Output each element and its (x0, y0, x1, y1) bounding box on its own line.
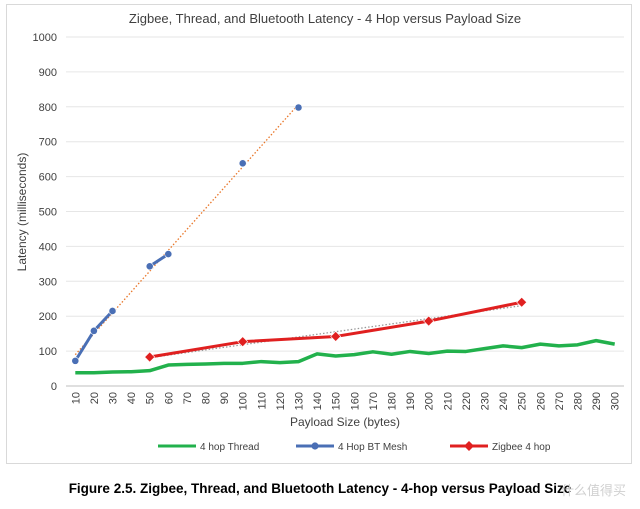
x-tick-label: 180 (387, 392, 399, 410)
x-tick-label: 260 (535, 392, 547, 410)
y-axis-label: Latency (milliseconds) (15, 153, 29, 272)
series-line (75, 338, 616, 375)
data-point (108, 307, 117, 315)
x-tick-label: 100 (238, 392, 250, 410)
x-tick-label: 140 (312, 392, 324, 410)
x-axis-label: Payload Size (bytes) (290, 415, 400, 429)
x-axis-ticks: 10 20 30 40 50 60 70 80 90 100 110 120 130 140 150 160 1… (70, 392, 621, 410)
legend-marker (311, 442, 319, 450)
y-axis-ticks: 0 100 200 300 400 500 600 700 800 900 1000 (33, 32, 57, 393)
x-tick-label: 70 (182, 392, 194, 404)
x-tick-label: 60 (163, 392, 175, 404)
x-tick-label: 90 (219, 392, 231, 404)
chart-title: Zigbee, Thread, and Bluetooth Latency - … (129, 11, 521, 26)
data-point (71, 356, 80, 365)
y-tick-label: 600 (39, 172, 57, 184)
legend-label: Zigbee 4 hop (492, 442, 551, 453)
x-tick-label: 240 (498, 392, 510, 410)
data-point (144, 351, 156, 363)
y-tick-label: 900 (39, 67, 57, 79)
data-point (145, 262, 154, 271)
x-tick-label: 20 (89, 392, 101, 404)
x-tick-label: 10 (70, 392, 82, 404)
y-tick-label: 1000 (33, 32, 57, 44)
data-point (238, 159, 247, 168)
data-point (237, 336, 249, 348)
chart-frame (6, 4, 632, 464)
legend: 4 hop Thread 4 Hop BT Mesh Zigbee 4 hop (158, 441, 551, 453)
y-tick-label: 0 (51, 381, 57, 393)
x-tick-label: 250 (517, 392, 529, 410)
data-point (294, 103, 303, 112)
y-tick-label: 700 (39, 137, 57, 149)
legend-label: 4 hop Thread (200, 442, 259, 453)
data-point (164, 250, 173, 258)
data-point (90, 326, 98, 335)
series (71, 103, 616, 375)
data-point (330, 331, 342, 342)
legend-label: 4 Hop BT Mesh (338, 442, 407, 453)
gridlines (66, 36, 624, 387)
watermark: 什么值得买 (560, 484, 626, 499)
x-tick-label: 190 (405, 392, 417, 410)
series-line (149, 300, 522, 359)
legend-marker (464, 441, 474, 451)
x-tick-label: 80 (201, 392, 213, 404)
y-tick-label: 500 (39, 207, 57, 219)
x-tick-label: 270 (554, 392, 566, 410)
series-line (74, 309, 114, 362)
latency-chart: Zigbee, Thread, and Bluetooth Latency - … (15, 11, 624, 453)
x-tick-label: 220 (461, 392, 473, 410)
y-tick-label: 100 (39, 346, 57, 358)
y-tick-label: 800 (39, 102, 57, 114)
x-tick-label: 40 (126, 392, 138, 404)
data-point (516, 296, 528, 308)
data-point (423, 315, 435, 327)
figure-caption: Figure 2.5. Zigbee, Thread, and Bluetoot… (68, 481, 572, 496)
x-tick-label: 160 (349, 392, 361, 410)
x-tick-label: 110 (256, 392, 268, 410)
x-tick-label: 170 (368, 392, 380, 410)
x-tick-label: 150 (331, 392, 343, 410)
x-tick-label: 120 (275, 392, 287, 410)
x-tick-label: 200 (424, 392, 436, 410)
y-tick-label: 300 (39, 276, 57, 288)
y-tick-label: 200 (39, 311, 57, 323)
trendlines (74, 103, 522, 359)
x-tick-label: 50 (145, 392, 157, 404)
x-tick-label: 30 (108, 392, 120, 404)
x-tick-label: 300 (610, 392, 622, 410)
x-tick-label: 230 (480, 392, 492, 410)
y-tick-label: 400 (39, 241, 57, 253)
x-tick-label: 210 (442, 392, 454, 410)
x-tick-label: 280 (573, 392, 585, 410)
x-tick-label: 130 (294, 392, 306, 410)
x-tick-label: 290 (591, 392, 603, 410)
